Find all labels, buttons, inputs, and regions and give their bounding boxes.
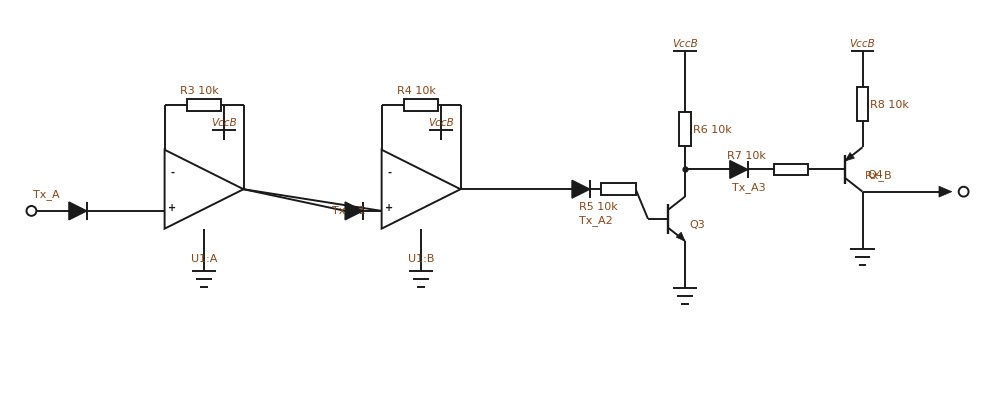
Text: -: - [170,167,174,177]
Text: R6 10k: R6 10k [693,124,732,135]
Text: Rx_B: Rx_B [865,169,893,180]
Bar [601,184,636,196]
Polygon shape [165,151,244,229]
Text: +: + [168,202,177,212]
Circle shape [959,187,969,197]
Polygon shape [345,202,363,220]
Bar [187,100,221,112]
Polygon shape [572,181,590,199]
Bar [679,112,691,147]
Text: Q3: Q3 [689,219,705,229]
Text: R5 10k: R5 10k [579,202,618,211]
Text: U1:B: U1:B [408,254,434,264]
Text: Tx_A1: Tx_A1 [332,204,366,216]
Polygon shape [845,153,854,162]
Text: R3 10k: R3 10k [180,86,219,96]
Text: Tx_A2: Tx_A2 [579,214,613,225]
Polygon shape [730,161,748,179]
Polygon shape [69,202,87,220]
Text: Tx_A3: Tx_A3 [732,182,765,193]
Text: Q4: Q4 [867,170,883,180]
Text: R7 10k: R7 10k [727,150,766,160]
Circle shape [27,207,36,216]
Text: VccB: VccB [850,39,875,49]
Text: U1:A: U1:A [191,254,217,264]
Text: VccB: VccB [672,39,698,49]
Text: VccB: VccB [428,118,454,128]
Bar [404,100,438,112]
Bar [857,88,868,122]
Polygon shape [382,151,461,229]
Polygon shape [939,187,952,198]
Text: -: - [388,167,392,177]
Text: +: + [385,202,394,212]
Text: Tx_A: Tx_A [33,189,60,200]
Text: VccB: VccB [211,118,237,128]
Text: R4 10k: R4 10k [397,86,436,96]
Bar [774,164,808,176]
Polygon shape [676,233,685,241]
Text: R8 10k: R8 10k [870,100,909,110]
